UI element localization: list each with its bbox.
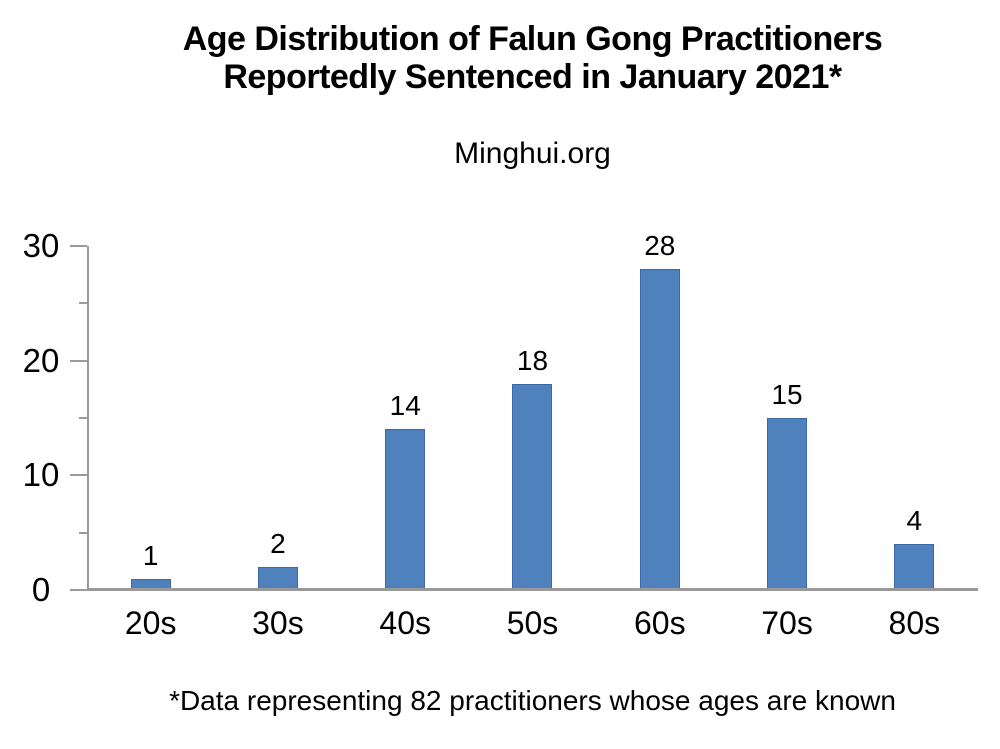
y-minor-tick-5 (79, 531, 87, 534)
x-tick-label-60s: 60s (633, 605, 686, 641)
bar-value-label-80s: 4 (906, 505, 923, 537)
y-major-tick-20 (70, 359, 87, 362)
chart-title-line2: Reportedly Sentenced in January 2021* (223, 58, 842, 96)
x-tick-label-40s: 40s (379, 605, 431, 641)
x-tick-label-20s: 20s (124, 605, 177, 641)
y-tick-label-0: 0 (31, 571, 51, 608)
bar-column-60s: 28 (596, 230, 723, 590)
bars-group: 1 2 14 18 28 15 4 (87, 230, 978, 590)
chart-title: Age Distribution of Falun Gong Practitio… (65, 20, 1000, 96)
bar-value-label-30s: 2 (270, 528, 286, 560)
bar-80s (894, 544, 935, 590)
x-tick-label-30s: 30s (252, 605, 304, 641)
chart-footnote: *Data representing 82 practitioners whos… (169, 685, 896, 716)
y-minor-tick-25 (79, 302, 87, 305)
bar-column-20s: 1 (87, 246, 214, 590)
bar-column-70s: 15 (723, 246, 850, 590)
bar-value-label-50s: 18 (516, 344, 549, 376)
bar-60s (639, 268, 680, 590)
bar-value-label-70s: 15 (771, 379, 803, 410)
bar-column-30s: 2 (214, 246, 341, 590)
plot-area: 1 2 14 18 28 15 4 (70, 230, 978, 591)
y-major-tick-0 (70, 589, 87, 591)
bar-column-80s: 4 (851, 246, 978, 590)
bar-column-40s: 14 (342, 246, 469, 590)
y-tick-label-20: 20 (22, 341, 60, 379)
bar-value-label-40s: 14 (389, 390, 421, 422)
bar-value-label-60s: 28 (644, 229, 676, 261)
bar-value-label-20s: 1 (142, 539, 159, 571)
x-axis-labels: 20s 30s 40s 50s 60s 70s 80s (87, 602, 978, 644)
y-major-tick-30 (70, 245, 87, 247)
chart-title-line1: Age Distribution of Falun Gong Practitio… (182, 20, 883, 58)
y-axis-line (87, 246, 89, 590)
bar-column-50s: 18 (469, 246, 596, 590)
x-tick-label-70s: 70s (761, 605, 813, 641)
y-tick-label-30: 30 (22, 227, 60, 264)
chart-subtitle: Minghui.org (454, 137, 611, 170)
bar-50s (512, 383, 553, 590)
x-tick-label-80s: 80s (888, 605, 941, 641)
x-tick-label-50s: 50s (506, 605, 559, 641)
bar-40s (385, 429, 426, 590)
y-major-tick-10 (70, 474, 87, 477)
x-axis-line (87, 588, 978, 591)
bar-70s (767, 418, 808, 590)
y-tick-label-10: 10 (22, 456, 60, 494)
y-minor-tick-15 (79, 417, 87, 419)
bar-30s (257, 567, 298, 590)
bar-20s (130, 578, 171, 590)
